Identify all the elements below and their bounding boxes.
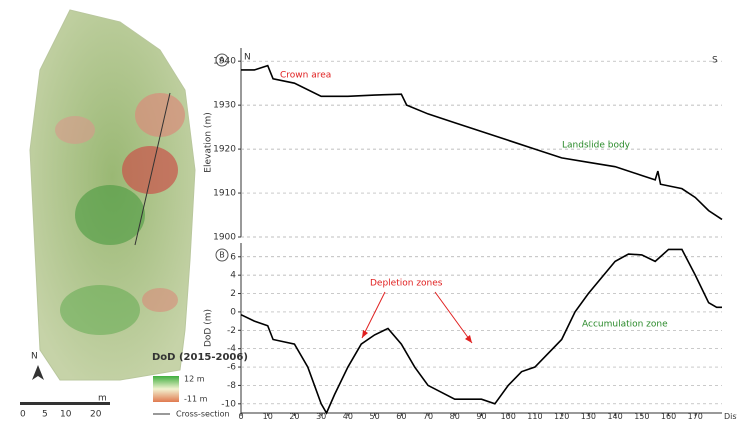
y-tick-label: 4 [230,271,236,281]
x-tick-label: 130 [581,412,596,420]
y-tick-label: 6 [230,252,236,262]
y-tick-label: -2 [227,326,236,336]
x-tick-label: 140 [607,412,622,420]
annotation: Depletion zones [370,279,443,289]
y-tick-label: -10 [221,399,236,409]
data-line [241,249,722,413]
scale-unit: m [98,394,107,404]
annotation: Accumulation zone [582,320,668,330]
x-tick-label: 170 [688,412,703,420]
x-tick-label: 30 [316,412,326,420]
y-tick-label: 1930 [213,101,236,111]
map: N 0 5 10 20 m DoD (2015-2006) 12 m -11 m… [20,10,248,420]
x-tick-label: 10 [263,412,273,420]
cross-section-label: Cross-section [176,410,230,419]
x-tick-label: 150 [634,412,649,420]
x-axis-label: Dist (m) [724,412,737,420]
x-tick-label: 20 [289,412,299,420]
annotation: Landslide body [562,141,631,151]
annotation: Crown area [280,71,331,81]
x-tick-label: 90 [476,412,486,420]
scale-label: 0 [20,410,26,420]
y-tick-label: 1920 [213,145,236,155]
x-tick-label: 120 [554,412,569,420]
x-tick-label: 70 [423,412,433,420]
north-label: N [31,352,38,362]
x-tick-label: 50 [370,412,380,420]
figure: N 0 5 10 20 m DoD (2015-2006) 12 m -11 m… [0,0,737,420]
y-axis-label: Elevation (m) [204,112,214,172]
y-tick-label: -8 [227,381,236,391]
x-tick-label: 80 [450,412,460,420]
annotation: N [244,53,251,63]
data-line [241,66,722,220]
scale-label: 5 [42,410,48,420]
x-tick-label: 60 [396,412,406,420]
y-tick-label: 1910 [213,189,236,199]
arrow [435,292,472,343]
y-axis-label: DoD (m) [204,309,214,347]
y-tick-label: 0 [230,307,236,317]
annotation: S [712,56,718,66]
legend-max: 12 m [184,375,205,384]
x-tick-label: 40 [343,412,353,420]
x-tick-label: 160 [661,412,676,420]
x-tick-label: 0 [238,412,243,420]
y-tick-label: 2 [230,289,236,299]
y-tick-label: -4 [227,344,236,354]
y-tick-label: -6 [227,363,236,373]
scale-label: 20 [90,410,102,420]
panel-label: B [219,251,225,260]
x-tick-label: 110 [527,412,542,420]
legend-min: -11 m [184,395,208,404]
x-tick-label: 100 [501,412,516,420]
scale-label: 10 [60,410,72,420]
panel-label: A [219,56,225,65]
y-tick-label: 1900 [213,233,236,243]
